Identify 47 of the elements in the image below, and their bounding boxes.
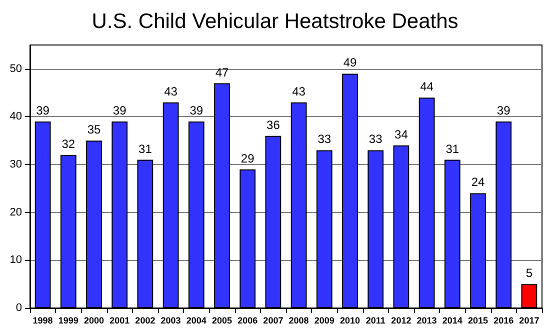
x-tick-label: 1998 [32,316,53,326]
x-tick-label: 2009 [314,316,334,326]
x-tick-label: 2006 [238,316,258,326]
x-tick-label: 2012 [391,316,412,326]
y-tick-label: 40 [10,110,22,123]
data-label: 39 [36,104,50,118]
x-tick-label: 2001 [110,316,130,326]
data-label: 31 [446,142,460,156]
data-label: 39 [190,104,204,118]
x-tick-label: 2004 [186,316,206,326]
x-tick-label: 2008 [288,316,309,326]
x-tick-label: 2000 [84,316,104,326]
data-label: 47 [215,65,229,80]
data-label: 33 [318,132,332,146]
y-tick-label: 0 [16,302,22,314]
x-tick-label: 2013 [416,316,437,326]
x-tick-label: 2017 [519,316,540,326]
data-label: 33 [368,132,383,146]
data-label: 5 [526,266,533,280]
data-label: 44 [420,80,434,94]
x-tick-label: 2007 [263,316,284,326]
y-tick-label: 20 [10,206,22,218]
data-label: 39 [496,104,511,118]
y-tick-label: 10 [10,254,22,266]
data-label: 49 [343,56,357,70]
data-label: 32 [62,136,76,151]
data-label: 29 [240,151,255,166]
x-tick-label: 2016 [494,316,514,326]
x-tick-label: 2011 [366,316,386,326]
chart-title: U.S. Child Vehicular Heatstroke Deaths [92,10,458,33]
data-label: 36 [266,118,280,132]
x-tick-label: 2010 [340,316,360,326]
data-label: 39 [112,104,127,118]
data-label: 43 [164,84,178,98]
x-tick-label: 2015 [468,316,488,326]
data-label: 34 [394,127,408,142]
data-label: 43 [292,84,306,98]
y-tick-label: 30 [10,158,22,171]
y-tick-label: 50 [10,62,22,75]
x-tick-label: 2002 [135,316,156,326]
data-label: 35 [87,122,101,137]
x-tick-label: 2005 [212,316,232,326]
x-tick-label: 2003 [160,316,181,326]
x-tick-label: 1999 [58,316,78,326]
data-label: 24 [471,175,485,190]
x-tick-label: 2014 [442,316,462,326]
data-label: 31 [138,142,152,156]
